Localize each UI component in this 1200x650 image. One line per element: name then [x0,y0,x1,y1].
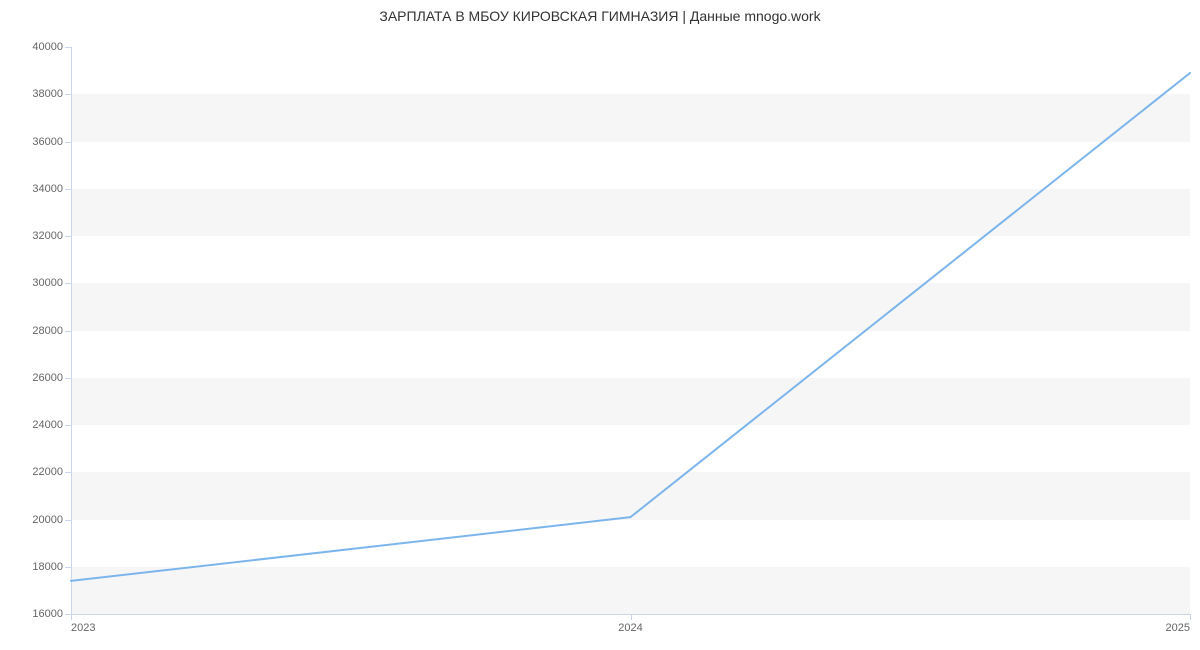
salary-line-chart: ЗАРПЛАТА В МБОУ КИРОВСКАЯ ГИМНАЗИЯ | Дан… [0,0,1200,650]
x-axis-tick [1190,614,1191,620]
plot-area: 1600018000200002200024000260002800030000… [71,47,1190,614]
series-line [71,47,1190,614]
x-axis-tick [631,614,632,620]
x-axis-label: 2023 [71,614,95,634]
x-axis-tick [71,614,72,620]
chart-title: ЗАРПЛАТА В МБОУ КИРОВСКАЯ ГИМНАЗИЯ | Дан… [0,8,1200,24]
x-axis-label: 2025 [1166,614,1190,634]
